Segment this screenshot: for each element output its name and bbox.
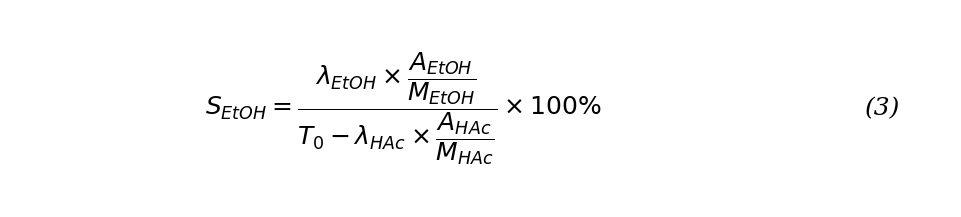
Text: $S_{EtOH} = \dfrac{\lambda_{EtOH} \times \dfrac{A_{EtOH}}{M_{EtOH}}}{T_0 - \lamb: $S_{EtOH} = \dfrac{\lambda_{EtOH} \times…: [206, 50, 603, 167]
Text: (3): (3): [865, 97, 900, 120]
